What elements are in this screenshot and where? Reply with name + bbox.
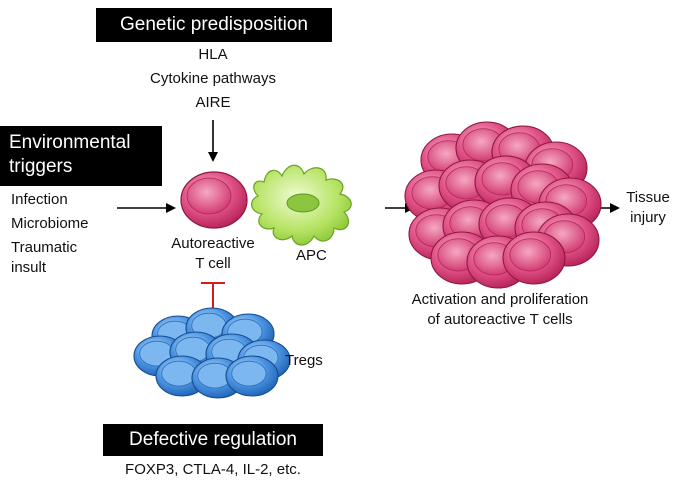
trigger-item-traumatic: Traumatic	[11, 239, 78, 256]
autoreactive-t-cell-label: Autoreactive T cell	[148, 234, 278, 274]
defective-regulation-header: Defective regulation	[103, 424, 323, 456]
trigger-item-microbiome: Microbiome	[11, 215, 89, 232]
environmental-header-line2: triggers	[9, 156, 73, 177]
tregs-cluster-icon	[133, 307, 291, 399]
environmental-header-line1: Environmental	[9, 132, 131, 153]
genetic-item-aire: AIRE	[195, 94, 231, 111]
autoreactive-t-cell-icon	[180, 171, 248, 229]
tcell-label-line1: Autoreactive	[171, 235, 255, 252]
tissue-injury-line2: injury	[630, 209, 666, 226]
genetic-item-hla: HLA	[198, 46, 228, 63]
tregs-label: Tregs	[285, 352, 323, 369]
tcell-label-line2: T cell	[195, 255, 231, 272]
tissue-injury-line1: Tissue	[626, 189, 670, 206]
treg-cell-icon	[225, 355, 279, 397]
environmental-triggers-header: Environmental triggers	[0, 126, 162, 186]
trigger-item-infection: Infection	[11, 191, 68, 208]
proliferation-line1: Activation and proliferation	[411, 291, 589, 308]
treg-cell-icon	[155, 355, 209, 397]
tissue-injury-label: Tissue injury	[615, 188, 681, 228]
regulation-items: FOXP3, CTLA-4, IL-2, etc.	[125, 461, 301, 478]
genetic-predisposition-header: Genetic predisposition	[96, 8, 332, 42]
trigger-item-insult: insult	[11, 259, 47, 276]
proliferation-line2: of autoreactive T cells	[427, 311, 573, 328]
proliferating-t-cells-icon	[404, 121, 602, 289]
genetic-item-cytokine: Cytokine pathways	[150, 70, 276, 87]
apc-label: APC	[296, 247, 327, 264]
proliferating-t-cell-icon	[502, 231, 566, 285]
proliferation-label: Activation and proliferation of autoreac…	[370, 290, 630, 330]
apc-cell-icon	[251, 164, 352, 246]
